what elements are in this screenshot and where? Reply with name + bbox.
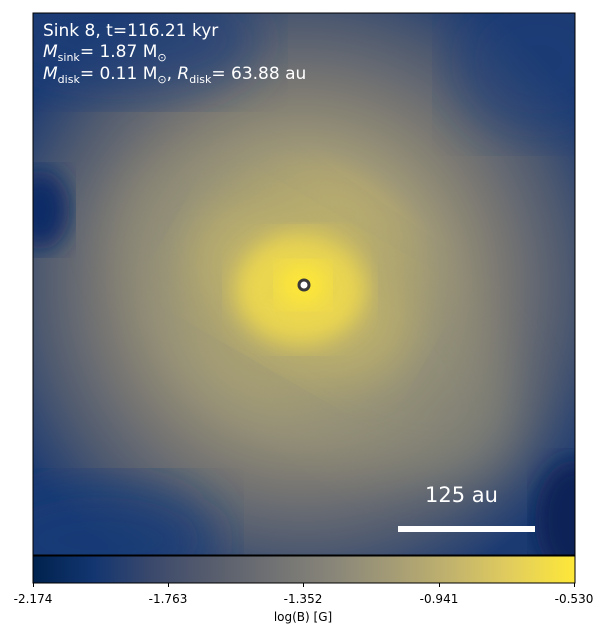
- colorbar-tick-label: -2.174: [13, 592, 53, 606]
- colorbar-tick-label: -0.941: [419, 592, 459, 606]
- colorbar-tick: [33, 583, 34, 587]
- disk-line: Mdisk= 0.11 M⊙, Rdisk= 63.88 au: [43, 64, 307, 86]
- sink-line: Sink 8, t=116.21 kyr: [43, 21, 219, 41]
- colorbar-tick-label: -1.352: [283, 592, 323, 606]
- sink-info: Sink 8, t=116.21 kyr Msink= 1.87 M⊙ Mdis…: [43, 21, 306, 86]
- scale-bar-label: 125 au: [425, 483, 498, 507]
- sink-particle-marker: [297, 278, 311, 292]
- colorbar: [32, 555, 576, 584]
- sink-mass-line: Msink= 1.87 M⊙: [43, 42, 167, 64]
- colorbar-tick: [303, 583, 304, 587]
- colorbar-label: log(B) [G]: [273, 610, 333, 624]
- scale-bar: [398, 526, 535, 532]
- colorbar-tick-label: -0.530: [554, 592, 594, 606]
- field-image: [33, 13, 575, 555]
- colorbar-tick: [439, 583, 440, 587]
- colorbar-tick: [168, 583, 169, 587]
- colorbar-tick: [574, 583, 575, 587]
- colorbar-tick-label: -1.763: [148, 592, 188, 606]
